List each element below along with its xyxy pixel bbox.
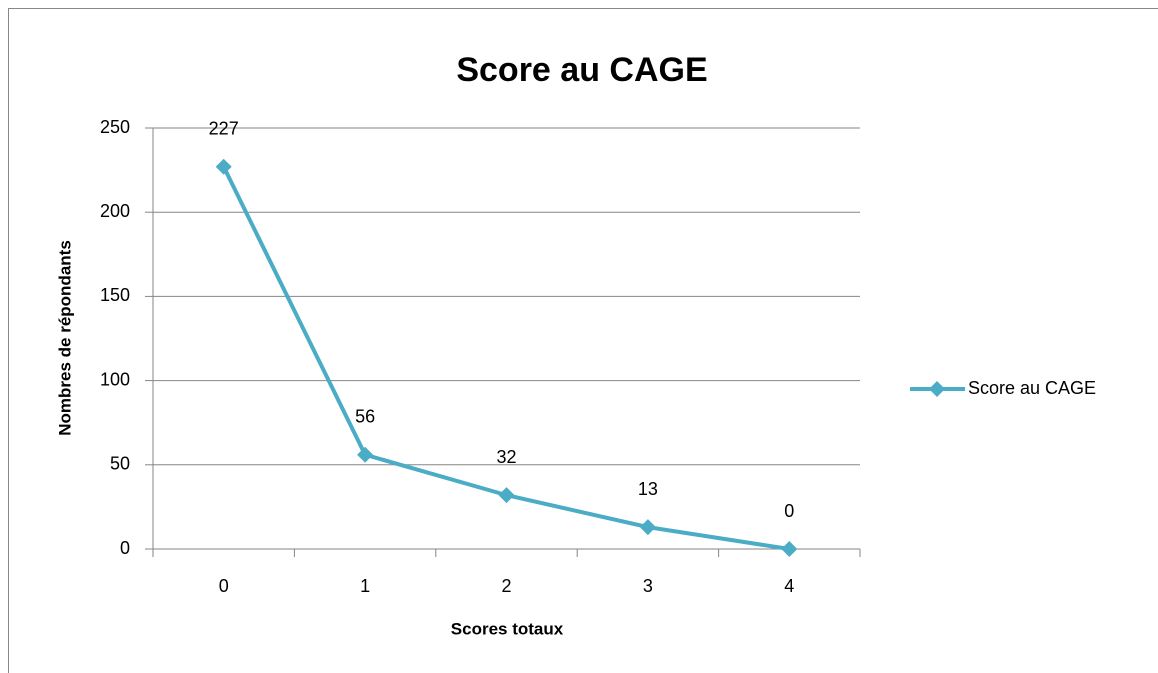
chart-title: Score au CAGE: [456, 51, 707, 89]
y-tick-label: 200: [100, 201, 130, 221]
y-tick-label: 0: [120, 538, 130, 558]
y-tick-label: 100: [100, 369, 130, 389]
marker: [639, 519, 656, 536]
legend-label: Score au CAGE: [968, 378, 1096, 398]
x-tick-label: 3: [643, 576, 653, 596]
x-tick-label: 4: [784, 576, 794, 596]
x-axis-title: Scores totaux: [451, 619, 564, 638]
x-tick-label: 0: [219, 576, 229, 596]
y-axis-title: Nombres de répondants: [55, 240, 74, 436]
data-label: 13: [638, 479, 658, 499]
x-tick-label: 1: [360, 576, 370, 596]
y-tick-label: 150: [100, 285, 130, 305]
data-label: 32: [496, 447, 516, 467]
y-tick-label: 250: [100, 117, 130, 137]
marker: [781, 541, 798, 557]
marker: [498, 487, 515, 504]
x-tick-label: 2: [501, 576, 511, 596]
data-label: 227: [209, 118, 239, 138]
data-label: 56: [355, 406, 375, 426]
y-tick-label: 50: [110, 454, 130, 474]
marker: [357, 446, 374, 463]
data-label: 0: [784, 501, 794, 521]
chart-border: [8, 8, 1158, 673]
marker: [215, 158, 232, 175]
legend-marker: [929, 381, 945, 397]
